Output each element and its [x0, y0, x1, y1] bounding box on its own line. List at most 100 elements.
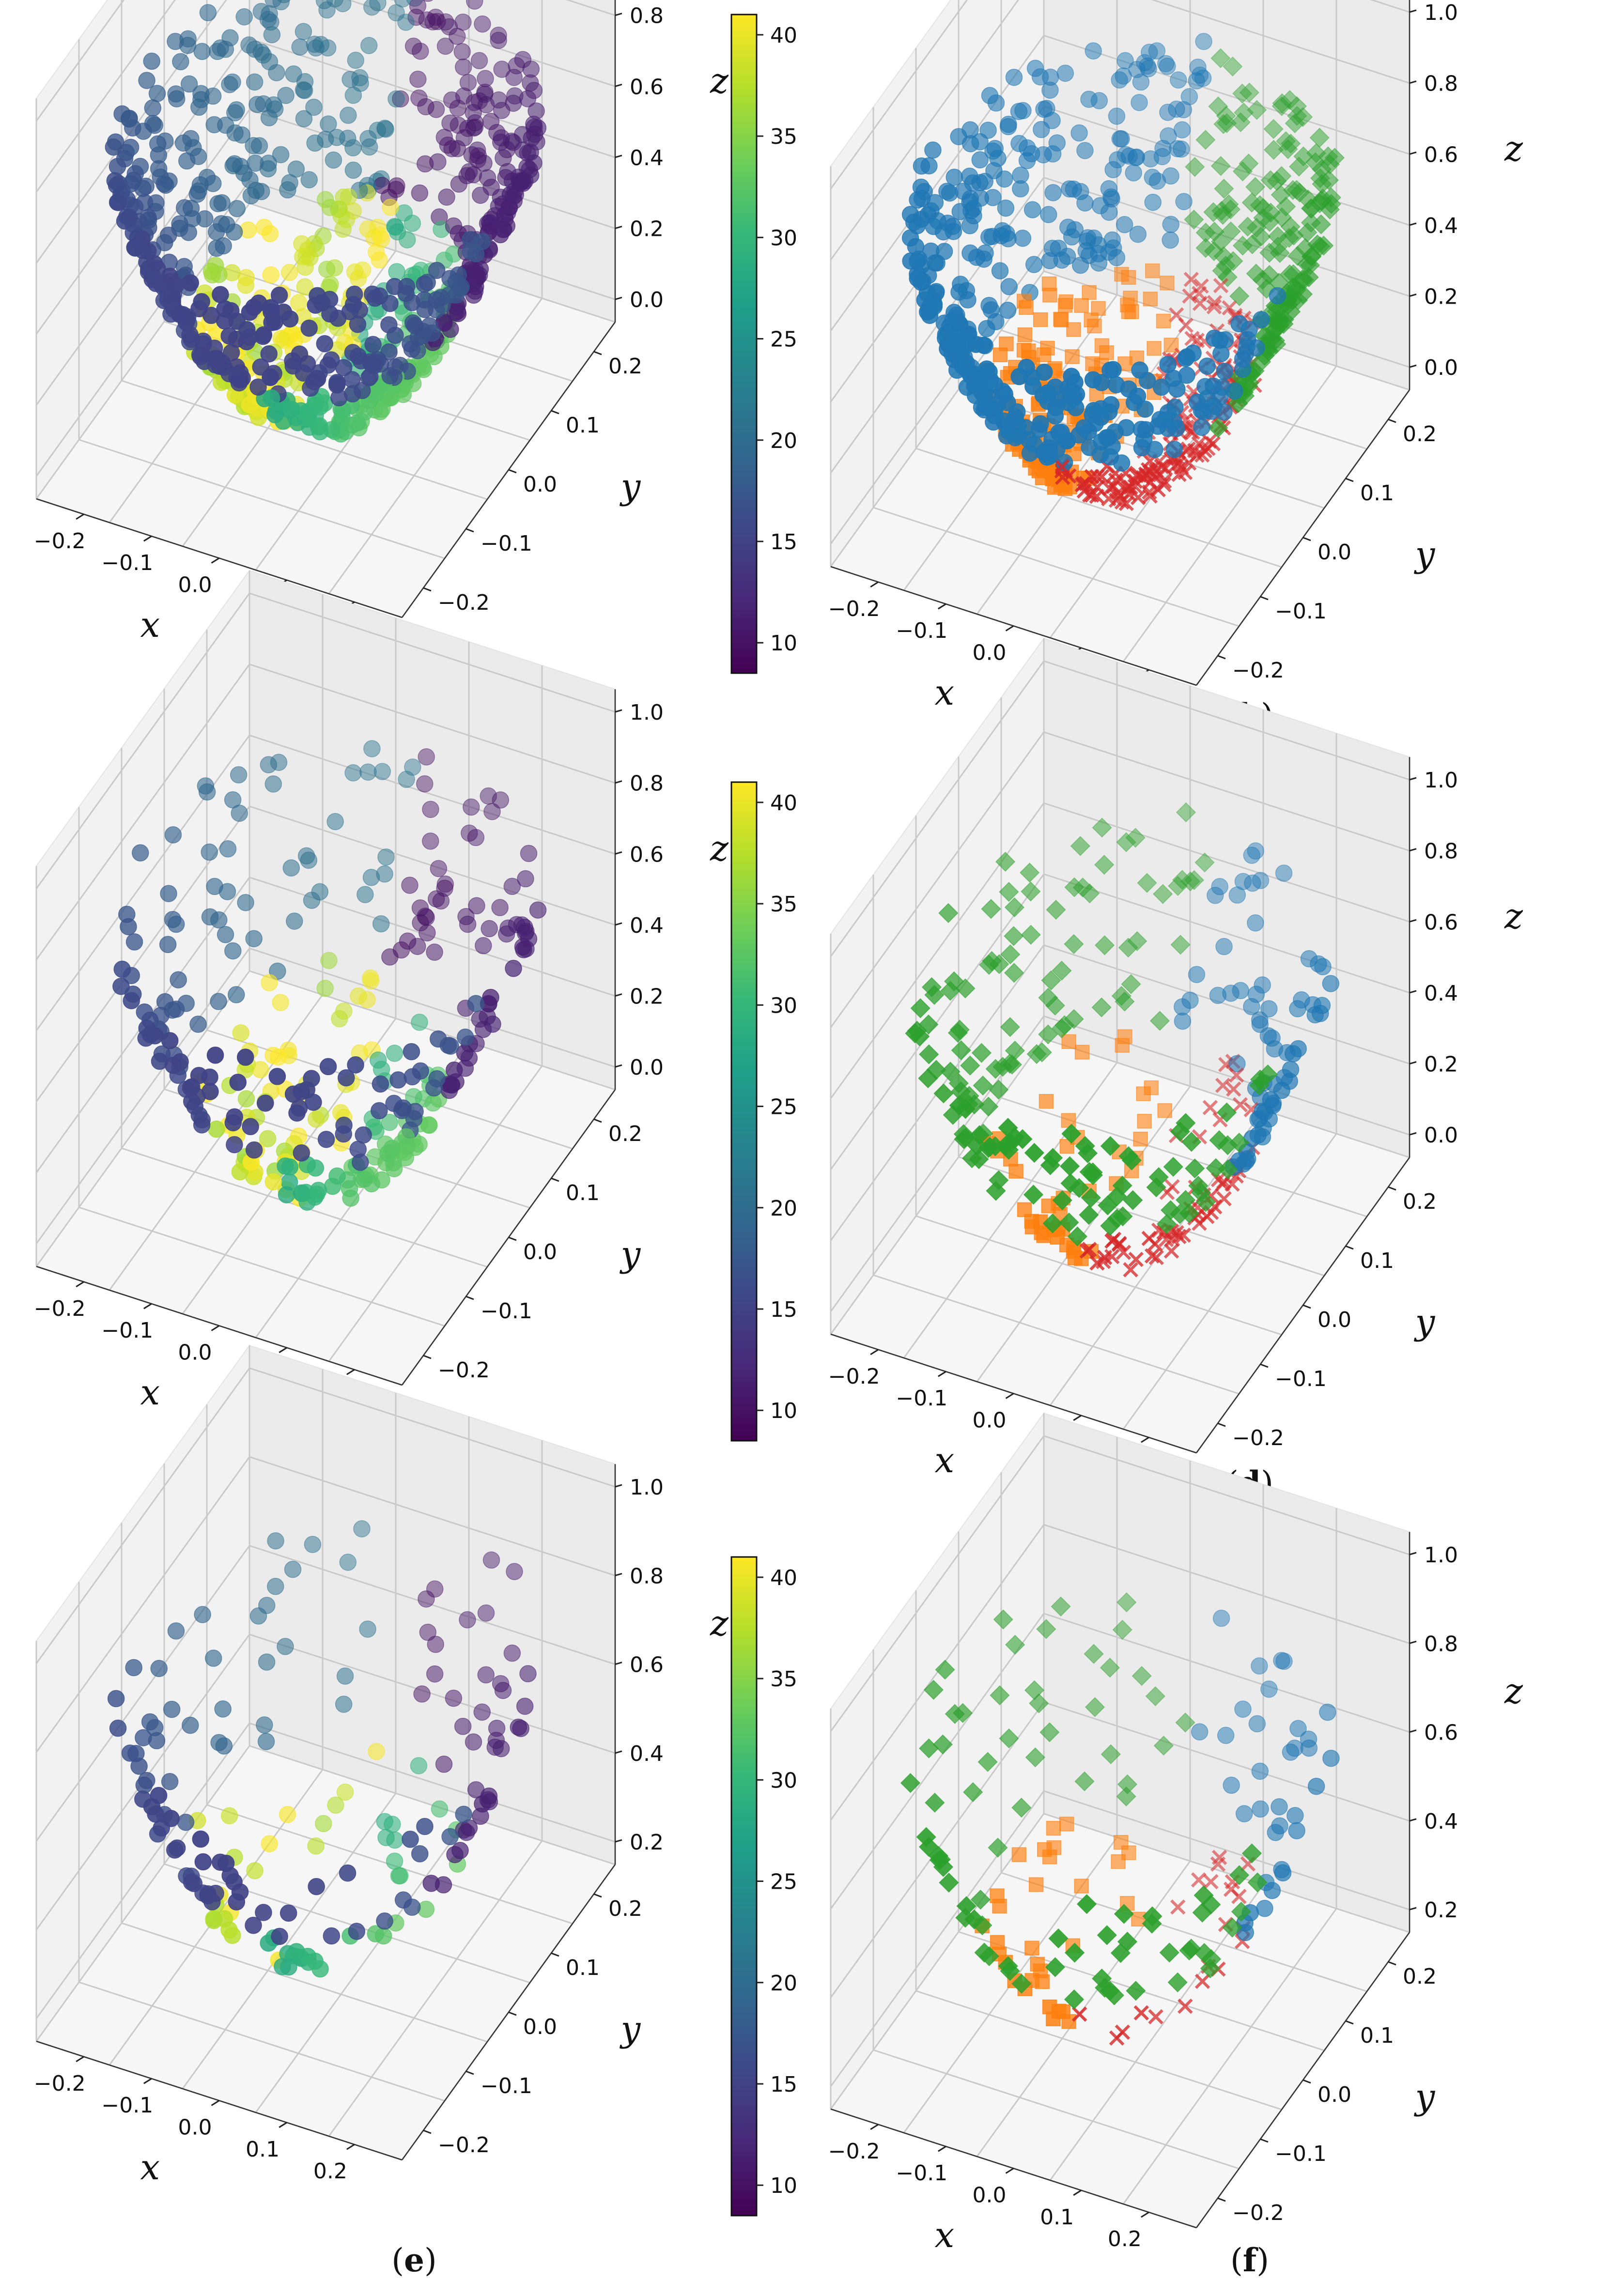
subplot-d: −0.2−0.10.00.10.2x−0.2−0.10.00.10.2y0.00…	[828, 637, 1523, 1502]
z-gridline	[830, 731, 1410, 1028]
y-tick-mark	[593, 1893, 602, 1898]
data-point	[978, 320, 995, 338]
data-point	[245, 930, 263, 947]
data-point	[1188, 72, 1206, 90]
data-point	[226, 155, 243, 172]
z-tick-label: 0.8	[1424, 72, 1458, 96]
data-point	[969, 1125, 990, 1145]
data-point	[1052, 1190, 1072, 1211]
data-point	[463, 798, 480, 816]
colorbar-tick-label: 35	[770, 124, 797, 149]
data-point	[403, 215, 421, 232]
data-point	[380, 316, 398, 334]
data-point	[388, 90, 405, 108]
data-point	[1175, 101, 1193, 119]
data-point	[1256, 1899, 1273, 1917]
data-point	[171, 305, 188, 323]
data-point	[288, 1943, 305, 1960]
data-point	[1289, 183, 1310, 203]
data-point	[468, 897, 485, 915]
data-point	[492, 791, 510, 809]
data-point	[1160, 1200, 1181, 1220]
colorbar-tick-label: 20	[770, 1196, 797, 1221]
data-point	[300, 319, 318, 337]
x-tick-label: −0.1	[896, 2161, 947, 2186]
data-point	[1221, 221, 1241, 242]
data-point	[474, 1795, 491, 1813]
colorbar-tick-label: 25	[770, 327, 797, 352]
x-tick-label: −0.2	[34, 1296, 86, 1321]
x-tick-mark	[279, 2122, 287, 2128]
data-point	[164, 826, 182, 844]
data-point	[472, 186, 489, 204]
data-point	[1131, 467, 1147, 483]
data-point	[1203, 1874, 1219, 1890]
z-tick-label: 1.0	[1424, 0, 1458, 25]
data-point	[150, 146, 168, 164]
y-tick-mark	[1388, 1186, 1396, 1191]
data-point	[1159, 104, 1177, 121]
data-point	[1314, 958, 1332, 975]
data-point	[1014, 230, 1032, 247]
data-point	[245, 1916, 262, 1934]
data-point	[1100, 180, 1118, 198]
data-point	[1152, 378, 1170, 396]
data-point	[986, 1181, 1006, 1201]
data-point	[1058, 294, 1074, 309]
z-tick-mark	[1409, 222, 1417, 226]
data-point	[344, 86, 362, 104]
x-tick-label: 0.0	[178, 2115, 212, 2140]
x-tick-mark	[1073, 2189, 1082, 2196]
data-point	[1111, 71, 1128, 89]
data-point	[205, 1649, 222, 1667]
data-point	[1025, 435, 1043, 453]
data-point	[1000, 1017, 1020, 1037]
data-point	[1041, 252, 1058, 269]
y-gridline	[121, 380, 488, 500]
data-point	[1046, 2011, 1061, 2027]
data-point	[1147, 341, 1162, 356]
data-point	[316, 335, 334, 353]
z-tick-mark	[615, 1839, 622, 1843]
data-point	[221, 76, 238, 93]
data-point	[271, 1927, 288, 1945]
data-point	[1038, 1024, 1058, 1045]
y-tick-label: 0.2	[1403, 422, 1437, 447]
z-tick-label: 0.2	[630, 217, 664, 242]
data-point	[426, 1580, 444, 1598]
data-point	[1322, 975, 1340, 992]
data-points-group	[905, 802, 1340, 1278]
y-tick-label: −0.1	[1275, 1367, 1327, 1391]
z-axis-label: z	[710, 1603, 729, 1643]
data-point	[307, 1110, 325, 1128]
data-point	[1280, 90, 1300, 110]
data-point	[1284, 1045, 1302, 1063]
data-point	[1263, 119, 1284, 139]
x-tick-label: −0.1	[896, 618, 947, 643]
z-tick-label: 0.4	[630, 913, 664, 938]
data-point	[1216, 1102, 1237, 1123]
data-point	[1059, 1156, 1080, 1176]
data-point	[1132, 1666, 1152, 1686]
data-point	[1252, 872, 1270, 889]
data-point	[1171, 466, 1187, 482]
data-point	[109, 193, 126, 211]
y-axis-label: y	[620, 1234, 641, 1275]
x-tick-mark	[76, 2056, 84, 2063]
data-point	[1070, 836, 1090, 856]
data-point	[1065, 349, 1080, 364]
data-point	[1180, 88, 1198, 106]
data-point	[401, 877, 419, 894]
data-point	[1194, 69, 1212, 87]
data-point	[150, 1787, 168, 1804]
data-point	[1074, 1045, 1090, 1060]
data-point	[249, 378, 267, 396]
data-point	[1131, 361, 1148, 379]
data-point	[369, 0, 387, 12]
data-point	[1287, 96, 1307, 116]
data-point	[467, 829, 485, 847]
y-gridline	[1043, 270, 1410, 391]
data-point	[988, 1079, 1009, 1100]
data-point	[1074, 1879, 1089, 1894]
colorbar-tick-label: 40	[770, 23, 797, 48]
